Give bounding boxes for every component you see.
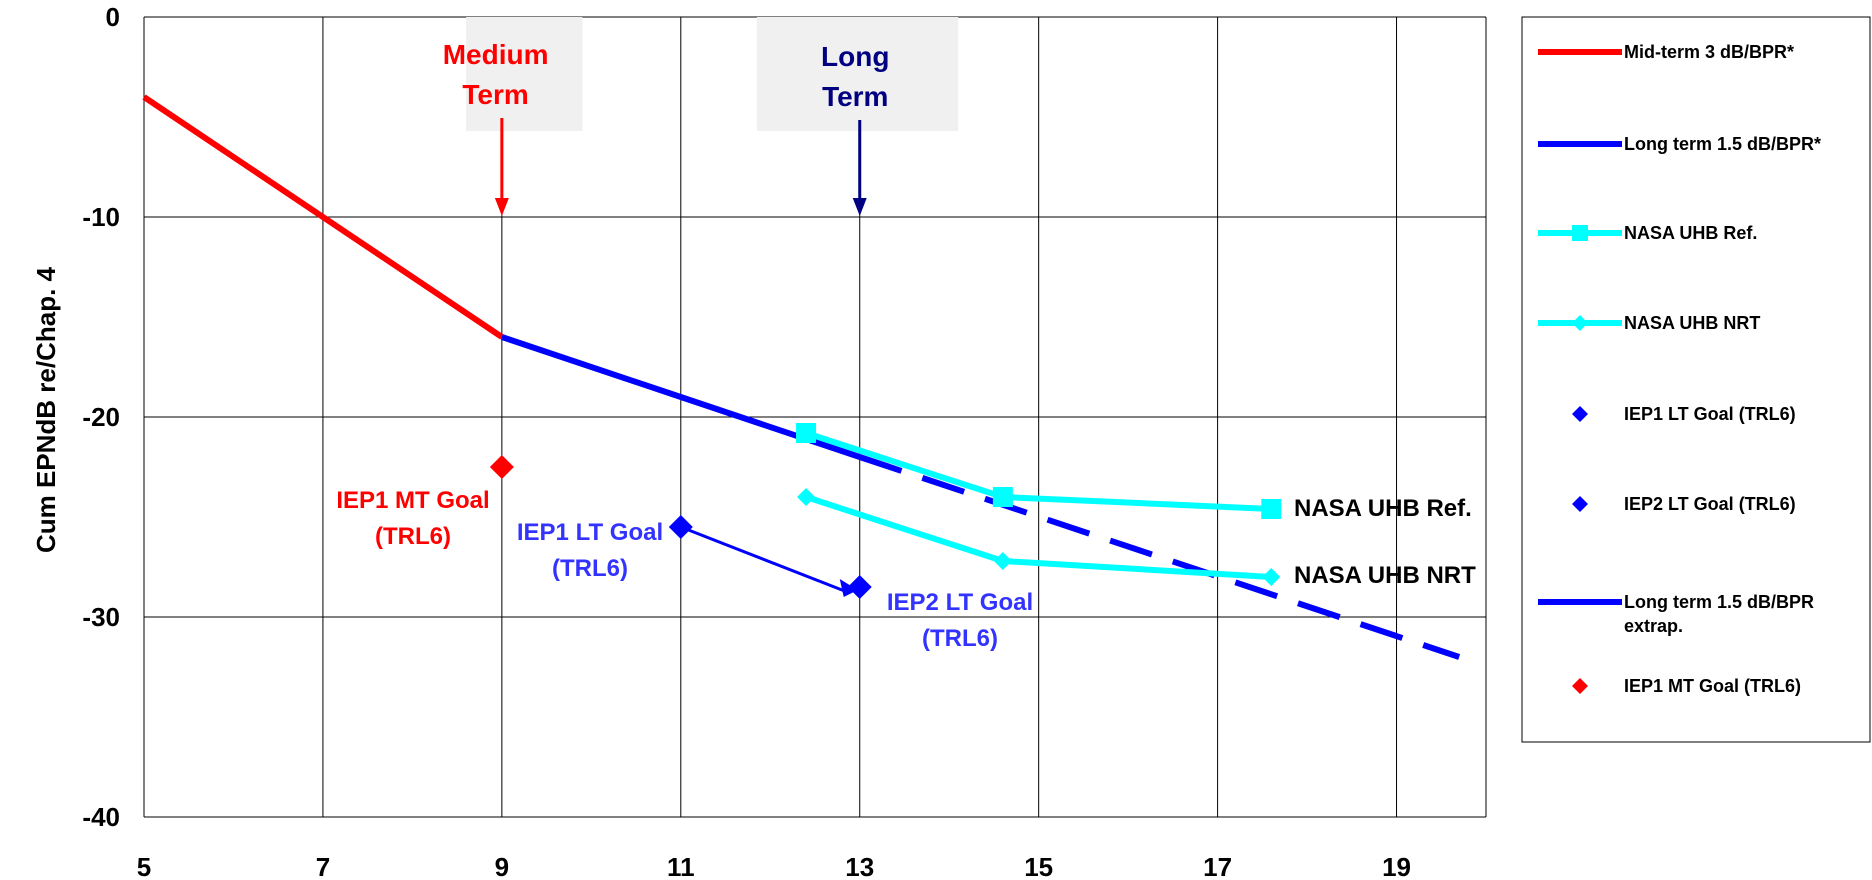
legend-box [1521,16,1871,743]
legend-label: IEP2 LT Goal (TRL6) [1624,494,1796,514]
y-tick-label: 0 [106,2,120,32]
data-point-diamond [1262,568,1281,586]
legend-label: Mid-term 3 dB/BPR* [1624,42,1794,62]
y-tick-label: -30 [82,602,120,632]
medium-term-label: Term [462,79,528,110]
annotations: Medium Term Long Term IEP1 MT Goal (TRL6) IEP1… [336,39,1476,652]
legend-diamond-marker [1572,406,1588,422]
legend-label: NASA UHB Ref. [1624,223,1757,243]
nasa-uhb-nrt-label: NASA UHB NRT [1294,562,1476,589]
data-point-diamond [668,515,693,539]
legend-diamond-marker [1572,315,1588,331]
y-tick-label: -20 [82,402,120,432]
data-point-square [1261,499,1282,519]
iep1-mt-goal-label: IEP1 MT Goal [336,487,489,514]
data-point-diamond [993,552,1012,570]
series-line [142,94,504,340]
grid-lines [143,16,1487,818]
data-point-diamond [797,488,816,506]
long-term-label: Long [821,41,889,72]
legend-square-marker [1572,225,1588,241]
iep-goal-connector [680,525,851,595]
legend: Mid-term 3 dB/BPR* Long term 1.5 dB/BPR* N… [1521,16,1871,743]
legend-label: IEP1 MT Goal (TRL6) [1624,676,1801,696]
iep2-lt-goal-label: IEP2 LT Goal [887,589,1033,616]
iep1-lt-goal-label: (TRL6) [552,555,628,582]
data-point-diamond [489,455,514,479]
data-series [142,94,1461,660]
x-tick-label: 13 [845,852,874,880]
y-axis-label: Cum EPNdB re/Chap. 4 [31,266,61,553]
legend-label: IEP1 LT Goal (TRL6) [1624,404,1796,424]
x-tick-label: 17 [1203,852,1232,880]
legend-diamond-marker [1572,496,1588,512]
x-tick-label: 19 [1382,852,1411,880]
y-tick-label: -40 [82,802,120,832]
axes: 5 7 9 11 13 15 17 19 0 -10 -20 -30 -40 [82,2,1411,880]
legend-label: Long term 1.5 dB/BPR* [1624,134,1821,154]
long-term-box [756,17,959,131]
series-dashed-extrapolation [858,454,1461,660]
legend-label: extrap. [1624,616,1683,636]
x-tick-label: 9 [495,852,509,880]
legend-label: Long term 1.5 dB/BPR [1624,592,1814,612]
data-point-diamond [847,575,872,599]
medium-term-box [466,17,583,131]
term-callouts [466,17,959,131]
long-term-arrowhead [852,198,867,216]
data-point-square [992,487,1013,507]
legend-diamond-marker [1572,678,1588,694]
medium-term-label: Medium [443,39,549,70]
medium-term-arrowhead [494,198,509,216]
data-point-square [796,423,817,443]
y-tick-label: -10 [82,202,120,232]
iep1-mt-goal-label: (TRL6) [375,523,451,550]
x-tick-label: 7 [316,852,330,880]
iep2-lt-goal-label: (TRL6) [922,625,998,652]
x-tick-label: 15 [1024,852,1053,880]
nasa-uhb-ref-label: NASA UHB Ref. [1294,495,1472,522]
x-tick-label: 5 [137,852,151,880]
legend-label: NASA UHB NRT [1624,313,1760,333]
x-tick-label: 11 [667,852,695,880]
long-term-label: Term [822,81,888,112]
iep1-lt-goal-label: IEP1 LT Goal [517,519,663,546]
